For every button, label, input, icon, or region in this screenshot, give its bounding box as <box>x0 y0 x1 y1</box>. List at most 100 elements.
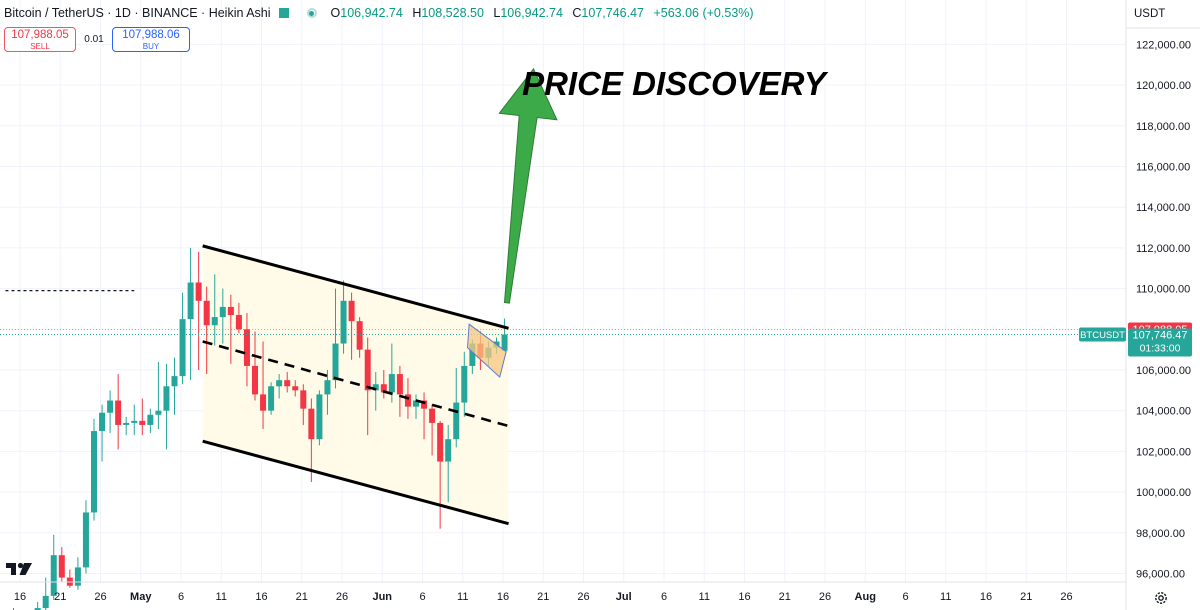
high-label: H <box>412 6 422 20</box>
candle <box>91 418 97 521</box>
candle-body <box>227 306 234 316</box>
candle-body <box>453 402 460 440</box>
candle <box>34 601 41 610</box>
candle <box>372 372 379 411</box>
symbol-title[interactable]: Bitcoin / TetherUS · 1D · BINANCE · Heik… <box>4 6 271 20</box>
candle <box>429 404 436 456</box>
candle <box>115 374 122 450</box>
candle-body <box>380 384 387 393</box>
candle <box>396 365 403 417</box>
x-tick-label: 21 <box>1020 591 1032 603</box>
candle <box>163 363 170 450</box>
y-tick-label: 122,000.00 <box>1136 39 1191 51</box>
x-tick-label: 26 <box>819 591 831 603</box>
candle-body <box>396 374 403 395</box>
price-discovery-annotation: PRICE DISCOVERY <box>522 65 829 102</box>
candle <box>171 357 178 415</box>
candle <box>235 302 242 334</box>
symbol-tag <box>1079 327 1126 342</box>
candle-body <box>42 595 49 609</box>
candle-body <box>91 431 97 513</box>
candle <box>308 398 315 482</box>
y-tick-label: 98,000.00 <box>1136 528 1185 540</box>
candle <box>227 294 234 364</box>
candle <box>195 251 202 370</box>
candle-body <box>50 555 57 596</box>
buy-button[interactable]: 107,988.06 BUY <box>112 27 190 52</box>
candle <box>332 288 339 389</box>
x-tick-label: 21 <box>779 591 791 603</box>
x-tick-label: 6 <box>902 591 908 603</box>
x-tick-label: Jun <box>372 591 392 603</box>
status-dot-icon <box>306 8 317 18</box>
candle <box>284 372 291 393</box>
gear-icon[interactable] <box>1153 590 1169 606</box>
x-tick-label: 16 <box>255 591 267 603</box>
y-tick-label: 102,000.00 <box>1136 446 1191 458</box>
candle <box>74 557 81 590</box>
candle <box>340 280 347 354</box>
candle-body <box>252 365 258 395</box>
candle <box>260 341 267 430</box>
candle <box>380 370 387 399</box>
candle <box>50 534 57 600</box>
candle-body <box>421 400 428 409</box>
candle <box>453 367 460 448</box>
y-tick-label: 106,000.00 <box>1136 365 1191 377</box>
time-axis[interactable]: 16 21 26 May 6 11 16 21 26 Jun 6 11 16 21 26 Jul 6 11 16 21… <box>14 591 1073 603</box>
currency-label[interactable]: USDT <box>1134 8 1165 20</box>
sell-button[interactable]: 107,988.05 SELL <box>4 27 76 52</box>
candle <box>99 404 106 462</box>
candle-body <box>82 512 89 568</box>
candle <box>155 361 162 430</box>
close-label: C <box>572 6 582 20</box>
buy-label: BUY <box>142 42 160 51</box>
y-tick-label: 100,000.00 <box>1136 487 1191 499</box>
candle-body <box>219 306 226 318</box>
flag-icon[interactable] <box>278 8 289 18</box>
candle <box>203 286 210 375</box>
y-tick-label: 120,000.00 <box>1136 80 1191 92</box>
candle-body <box>268 386 275 411</box>
sell-price: 107,988.05 <box>11 29 69 41</box>
candle-body <box>131 420 138 423</box>
tradingview-logo-icon[interactable] <box>6 560 34 576</box>
candle-body <box>107 400 114 413</box>
candle-body <box>203 300 210 326</box>
ohlc-values: O106,942.74 H108,528.50 L106,942.74 C107… <box>331 6 760 20</box>
x-tick-label: 21 <box>537 591 549 603</box>
candle-body <box>388 374 395 393</box>
candle <box>82 500 89 574</box>
y-tick-label: 118,000.00 <box>1136 121 1190 133</box>
x-tick-label: 16 <box>738 591 750 603</box>
x-tick-label: Jul <box>616 591 632 603</box>
x-tick-label: 11 <box>216 591 227 603</box>
candle-body <box>115 400 122 425</box>
x-tick-label: 26 <box>1060 591 1072 603</box>
candle-body <box>340 300 347 344</box>
y-tick-label: 112,000.00 <box>1136 243 1190 255</box>
x-tick-label: 26 <box>94 591 106 603</box>
channel-middle-line <box>202 340 509 428</box>
x-tick-label: 26 <box>336 591 348 603</box>
last-price-label: 107,746.47 <box>1132 329 1187 341</box>
candle-body <box>179 319 186 377</box>
candle-body <box>163 386 170 411</box>
candle <box>58 547 65 582</box>
candle-body <box>437 422 444 462</box>
candle <box>187 247 194 381</box>
candle-body <box>501 334 508 351</box>
candle <box>147 408 154 434</box>
candle-body <box>356 321 363 350</box>
candle <box>276 374 283 399</box>
trade-panel: 107,988.05 SELL 0.01 107,988.06 BUY <box>4 27 190 52</box>
x-tick-label: 11 <box>940 591 951 603</box>
candle <box>445 424 452 503</box>
candle <box>324 370 331 415</box>
candle-body <box>469 343 476 366</box>
last-price-tag <box>1128 328 1192 357</box>
open-value: 106,942.74 <box>340 6 403 20</box>
candle-body <box>324 380 331 395</box>
